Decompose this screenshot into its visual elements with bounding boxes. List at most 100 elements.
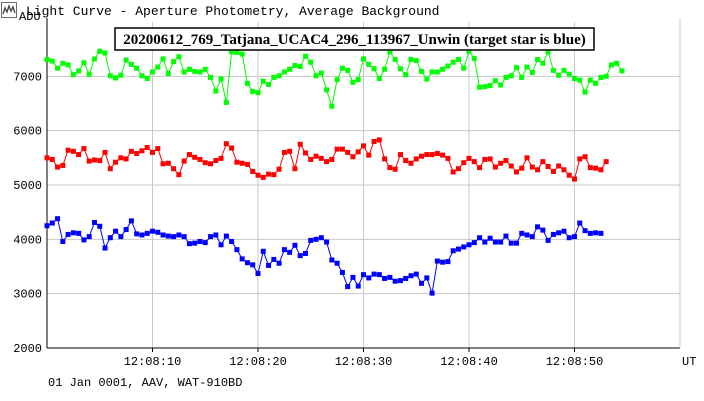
data-point <box>144 76 150 82</box>
data-point <box>302 53 308 59</box>
data-point <box>60 239 66 245</box>
data-point <box>49 58 55 64</box>
data-point <box>287 249 293 255</box>
data-point <box>102 245 108 251</box>
data-point <box>255 271 261 277</box>
data-point <box>160 232 166 238</box>
data-point <box>529 164 535 170</box>
data-point <box>292 62 298 68</box>
data-point <box>556 230 562 236</box>
data-point <box>223 99 229 105</box>
data-point <box>229 239 235 245</box>
data-point <box>123 227 129 233</box>
data-point <box>244 260 250 266</box>
data-point <box>508 73 514 79</box>
data-point <box>91 157 97 163</box>
data-point <box>165 233 171 239</box>
data-point <box>297 253 303 259</box>
y-tick-label: 3000 <box>13 288 42 302</box>
data-point <box>213 232 219 238</box>
data-point <box>271 74 277 80</box>
data-point <box>355 149 361 155</box>
data-point <box>524 155 530 161</box>
data-point <box>150 69 155 75</box>
data-point <box>49 156 55 162</box>
data-point <box>197 69 203 75</box>
data-point <box>186 66 192 72</box>
data-point <box>297 64 303 70</box>
data-point <box>334 260 340 266</box>
data-point <box>519 165 525 171</box>
data-point <box>424 76 430 82</box>
data-point <box>150 149 155 155</box>
data-point <box>102 50 108 56</box>
light-curve-app-icon[interactable] <box>1 2 17 18</box>
data-point <box>434 150 440 156</box>
x-axis-unit-label: UT <box>682 355 696 369</box>
data-point <box>329 257 335 263</box>
data-point <box>44 56 50 62</box>
data-point <box>508 163 514 169</box>
data-point <box>202 240 208 246</box>
data-point <box>181 158 187 164</box>
data-point <box>234 159 240 165</box>
data-point <box>350 274 356 280</box>
data-point <box>123 156 129 162</box>
x-tick-label: 12:08:10 <box>124 355 182 369</box>
data-point <box>155 146 161 152</box>
data-point <box>302 250 308 256</box>
data-point <box>255 90 261 96</box>
data-point <box>440 259 446 265</box>
data-point <box>429 69 435 75</box>
data-point <box>455 56 461 62</box>
data-point <box>208 74 214 80</box>
data-point <box>186 241 192 247</box>
data-point <box>535 56 541 62</box>
data-point <box>44 223 50 229</box>
data-point <box>313 73 319 79</box>
data-point <box>487 83 493 89</box>
y-tick-label: 7000 <box>13 70 42 84</box>
data-point <box>308 59 314 65</box>
data-point <box>176 232 182 238</box>
data-point <box>144 230 150 236</box>
data-point <box>566 235 572 241</box>
data-point <box>91 56 97 62</box>
data-point <box>208 234 214 240</box>
data-point <box>471 55 477 61</box>
data-point <box>550 168 556 174</box>
data-point <box>598 74 604 80</box>
data-point <box>276 260 282 266</box>
y-tick-label: 5000 <box>13 179 42 193</box>
data-point <box>160 56 166 62</box>
data-point <box>577 156 583 162</box>
data-point <box>482 239 488 245</box>
y-tick-label: 6000 <box>13 125 42 139</box>
data-point <box>566 71 572 77</box>
data-point <box>535 224 541 230</box>
data-point <box>150 228 155 234</box>
data-point <box>492 78 498 84</box>
data-point <box>424 152 430 158</box>
data-point <box>113 228 119 234</box>
data-point <box>276 166 282 172</box>
data-point <box>302 150 308 156</box>
data-point <box>65 231 71 237</box>
data-point <box>250 89 256 95</box>
data-point <box>619 68 625 74</box>
data-point <box>540 60 546 66</box>
data-point <box>508 240 514 246</box>
data-point <box>445 63 451 69</box>
data-point <box>503 233 509 239</box>
series-line-2 <box>46 217 601 294</box>
data-point <box>387 165 393 171</box>
data-point <box>561 228 567 234</box>
data-point <box>545 164 551 170</box>
data-point <box>403 275 409 281</box>
data-point <box>218 155 224 161</box>
data-point <box>260 78 266 84</box>
y-tick-label: 4000 <box>13 233 42 247</box>
data-point <box>81 146 87 152</box>
data-point <box>313 153 319 159</box>
data-point <box>192 154 198 160</box>
